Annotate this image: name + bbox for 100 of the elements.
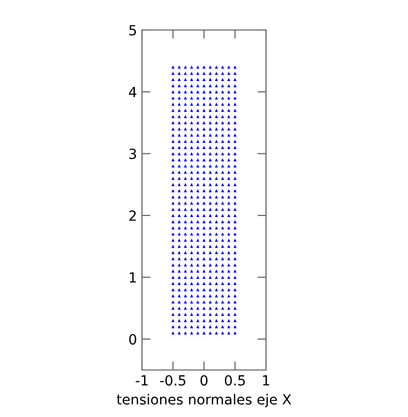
point xyxy=(214,127,218,130)
point xyxy=(171,238,175,242)
point xyxy=(221,270,224,273)
point xyxy=(178,214,181,218)
point xyxy=(184,108,187,112)
point xyxy=(196,134,200,137)
point xyxy=(233,152,237,156)
point xyxy=(178,195,181,198)
point xyxy=(214,182,218,186)
point xyxy=(221,257,224,260)
x-tick-label: -0.5 xyxy=(160,375,186,386)
point xyxy=(233,300,237,304)
point xyxy=(190,325,194,328)
point xyxy=(233,312,237,316)
point xyxy=(202,294,206,298)
point xyxy=(171,270,175,273)
point xyxy=(221,146,224,150)
point xyxy=(190,164,194,168)
point xyxy=(171,288,175,292)
point xyxy=(196,182,200,186)
point xyxy=(171,282,175,286)
point xyxy=(196,306,200,310)
point xyxy=(233,318,237,322)
point xyxy=(202,66,206,69)
point xyxy=(178,250,181,254)
point xyxy=(190,195,194,198)
point xyxy=(208,182,212,186)
point xyxy=(184,72,187,75)
point xyxy=(227,312,230,316)
point xyxy=(221,78,224,82)
point xyxy=(190,146,194,150)
point xyxy=(202,270,206,273)
x-tick-label: 1 xyxy=(263,375,270,386)
point xyxy=(178,108,181,112)
point xyxy=(178,134,181,137)
point xyxy=(227,214,230,218)
point xyxy=(233,250,237,254)
point xyxy=(190,189,194,192)
point xyxy=(233,146,237,150)
point xyxy=(202,164,206,168)
point xyxy=(190,108,194,112)
point xyxy=(178,158,181,162)
point xyxy=(227,90,230,94)
point xyxy=(208,164,212,168)
point xyxy=(184,158,187,162)
point xyxy=(208,250,212,254)
point xyxy=(202,72,206,75)
point xyxy=(202,288,206,292)
point xyxy=(171,306,175,310)
point xyxy=(214,121,218,124)
point xyxy=(202,244,206,248)
point xyxy=(196,170,200,174)
point xyxy=(190,250,194,254)
point xyxy=(202,140,206,143)
point xyxy=(233,108,237,112)
point xyxy=(196,250,200,254)
point xyxy=(202,282,206,286)
point xyxy=(196,84,200,88)
point xyxy=(171,66,175,69)
point xyxy=(184,90,187,94)
point xyxy=(196,202,200,205)
point xyxy=(178,78,181,82)
point xyxy=(171,202,175,205)
point xyxy=(178,66,181,69)
point xyxy=(171,300,175,304)
point xyxy=(190,276,194,279)
point xyxy=(178,312,181,316)
point xyxy=(227,195,230,198)
point xyxy=(196,220,200,224)
point xyxy=(214,276,218,279)
point xyxy=(184,96,187,100)
point xyxy=(190,270,194,273)
point xyxy=(178,127,181,130)
point xyxy=(214,158,218,162)
point xyxy=(227,270,230,273)
point xyxy=(178,84,181,88)
point xyxy=(178,306,181,310)
point xyxy=(202,238,206,242)
point xyxy=(190,72,194,75)
point xyxy=(184,140,187,143)
point xyxy=(178,164,181,168)
point xyxy=(184,127,187,130)
point xyxy=(233,121,237,124)
point xyxy=(227,66,230,69)
point xyxy=(214,164,218,168)
point xyxy=(208,114,212,118)
point xyxy=(208,232,212,236)
point xyxy=(214,312,218,316)
point xyxy=(196,331,200,334)
point xyxy=(202,108,206,112)
point xyxy=(184,318,187,322)
point xyxy=(221,294,224,298)
point xyxy=(227,300,230,304)
point xyxy=(171,325,175,328)
y-tick-label: 5 xyxy=(129,25,136,36)
point xyxy=(202,84,206,88)
point xyxy=(208,202,212,205)
point xyxy=(190,78,194,82)
point xyxy=(178,102,181,106)
point xyxy=(214,90,218,94)
